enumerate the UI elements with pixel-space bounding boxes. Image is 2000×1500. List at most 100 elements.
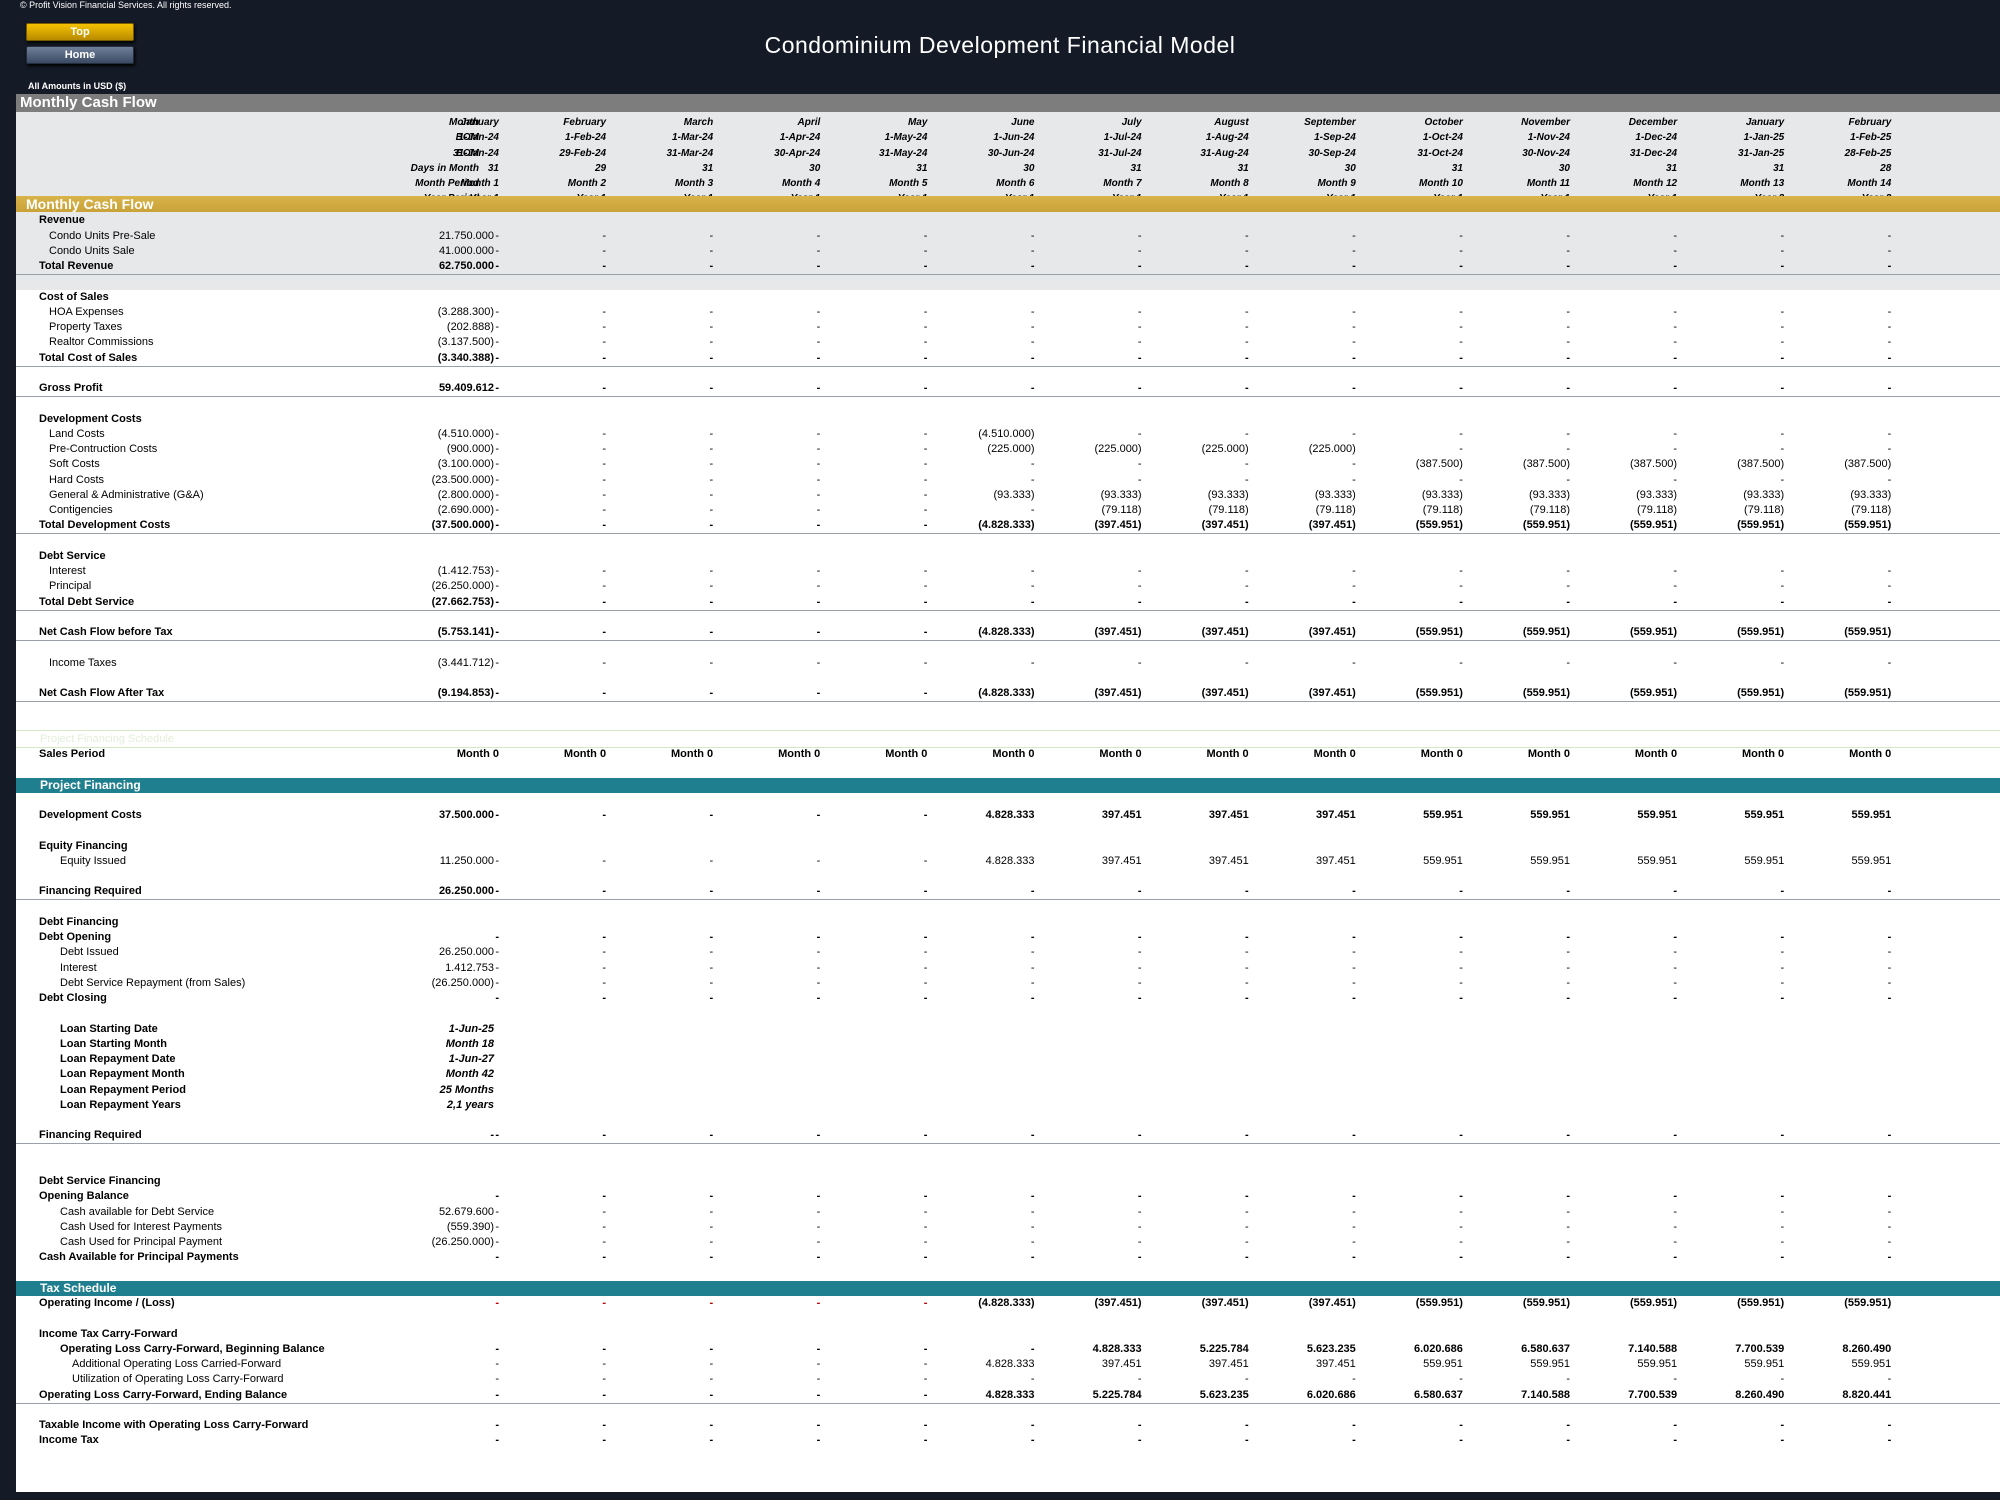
- row-total[interactable]: (27.662.753): [431, 595, 494, 608]
- row-cell[interactable]: -: [1887, 1220, 1892, 1233]
- row-cell[interactable]: (559.951): [1844, 1297, 1892, 1309]
- row-total[interactable]: (202.888): [446, 321, 494, 333]
- row-cell[interactable]: (225.000): [1094, 443, 1142, 455]
- row-cell[interactable]: 559.951: [1744, 1358, 1785, 1370]
- row-cell[interactable]: -: [709, 443, 714, 455]
- row-cell[interactable]: -: [923, 961, 928, 974]
- row-cell[interactable]: -: [1673, 1251, 1678, 1264]
- row-cell[interactable]: -: [1030, 976, 1035, 989]
- row-cell[interactable]: -: [709, 244, 714, 257]
- table-row[interactable]: Loan Starting Month Month 18: [16, 1037, 2000, 1052]
- row-cell[interactable]: -: [1887, 244, 1892, 257]
- row-cell[interactable]: (397.451): [1308, 687, 1356, 699]
- row-cell[interactable]: -: [1245, 656, 1249, 669]
- row-cell[interactable]: -: [602, 1220, 607, 1233]
- row-cell[interactable]: -: [923, 1251, 928, 1264]
- table-row[interactable]: Cash available for Debt Service 52.679.60…: [16, 1205, 2000, 1220]
- row-cell[interactable]: -: [709, 992, 714, 1004]
- row-total[interactable]: 11.250.000: [439, 854, 494, 867]
- row-cell[interactable]: (79.118): [1851, 504, 1892, 516]
- row-cell[interactable]: -: [1137, 1205, 1142, 1218]
- row-cell[interactable]: -: [816, 1205, 821, 1218]
- row-cell[interactable]: -: [923, 931, 928, 943]
- row-cell[interactable]: -: [495, 1342, 499, 1355]
- row-cell[interactable]: -: [1459, 946, 1463, 959]
- row-cell[interactable]: Month 0: [671, 748, 714, 760]
- row-cell[interactable]: -: [602, 305, 607, 318]
- row-total[interactable]: 37.500.000: [438, 809, 494, 821]
- row-cell[interactable]: -: [816, 244, 821, 257]
- row-cell[interactable]: -: [602, 961, 607, 974]
- row-cell[interactable]: -: [1887, 473, 1892, 486]
- row-cell[interactable]: -: [1352, 961, 1356, 974]
- row-cell[interactable]: -: [495, 260, 499, 272]
- row-cell[interactable]: -: [816, 656, 821, 669]
- row-cell[interactable]: 397.451: [1316, 1358, 1356, 1370]
- row-cell[interactable]: -: [1887, 1373, 1892, 1386]
- row-cell[interactable]: -: [1673, 580, 1678, 593]
- row-cell[interactable]: -: [923, 427, 928, 440]
- row-cell[interactable]: -: [1780, 656, 1785, 669]
- row-cell[interactable]: -: [816, 427, 821, 440]
- row-cell[interactable]: -: [1459, 1373, 1463, 1386]
- row-cell[interactable]: -: [1352, 1251, 1356, 1264]
- row-cell[interactable]: (559.951): [1415, 519, 1463, 532]
- table-row[interactable]: Condo Units Pre-Sale 21.750.000- - - - - - - - - -…: [16, 229, 2000, 244]
- row-cell[interactable]: -: [1352, 305, 1356, 318]
- row-cell[interactable]: -: [709, 946, 714, 959]
- row-cell[interactable]: -: [923, 458, 928, 471]
- row-cell[interactable]: (225.000): [1201, 443, 1249, 455]
- row-cell[interactable]: (93.333): [1743, 488, 1785, 501]
- row-cell[interactable]: (4.828.333): [978, 519, 1035, 532]
- row-cell[interactable]: -: [602, 946, 607, 959]
- row-cell[interactable]: -: [1673, 351, 1678, 364]
- row-cell[interactable]: -: [1030, 656, 1035, 669]
- row-cell[interactable]: -: [923, 656, 928, 669]
- row-cell[interactable]: -: [923, 336, 928, 349]
- spreadsheet[interactable]: Monthly Cash Flow Month January February Ma…: [16, 94, 2000, 1492]
- row-cell[interactable]: -: [923, 488, 928, 501]
- row-cell[interactable]: -: [1137, 229, 1142, 242]
- row-total[interactable]: 52.679.600: [438, 1205, 494, 1218]
- row-cell[interactable]: -: [709, 1388, 714, 1401]
- row-cell[interactable]: -: [1780, 1419, 1785, 1431]
- row-cell[interactable]: -: [495, 504, 499, 516]
- row-cell[interactable]: -: [1887, 1251, 1892, 1264]
- row-cell[interactable]: -: [1459, 382, 1463, 394]
- row-cell[interactable]: -: [1673, 961, 1678, 974]
- row-cell[interactable]: (397.451): [1201, 687, 1249, 699]
- row-cell[interactable]: -: [923, 687, 928, 699]
- row-cell[interactable]: 8.260.490: [1735, 1388, 1785, 1401]
- row-cell[interactable]: -: [1352, 885, 1356, 898]
- row-cell[interactable]: -: [602, 854, 607, 867]
- row-cell[interactable]: (559.951): [1737, 687, 1785, 699]
- row-cell[interactable]: -: [1245, 946, 1249, 959]
- row-cell[interactable]: (4.828.333): [978, 626, 1035, 638]
- row-cell[interactable]: -: [709, 382, 714, 394]
- row-cell[interactable]: -: [1887, 1205, 1892, 1218]
- row-cell[interactable]: -: [816, 992, 821, 1004]
- row-cell[interactable]: -: [923, 580, 928, 593]
- row-cell[interactable]: -: [1137, 580, 1142, 593]
- row-cell[interactable]: -: [709, 336, 714, 349]
- row-cell[interactable]: (559.951): [1522, 687, 1570, 699]
- row-cell[interactable]: -: [1780, 992, 1785, 1004]
- row-cell[interactable]: -: [1566, 1220, 1570, 1233]
- row-cell[interactable]: -: [1673, 443, 1678, 455]
- row-cell[interactable]: -: [816, 946, 821, 959]
- row-cell[interactable]: -: [816, 1190, 821, 1203]
- row-cell[interactable]: -: [1673, 473, 1678, 486]
- row-cell[interactable]: -: [709, 1342, 714, 1355]
- row-cell[interactable]: (79.118): [1422, 504, 1463, 516]
- row-cell[interactable]: 559.951: [1530, 1358, 1570, 1370]
- row-cell[interactable]: -: [1137, 382, 1142, 394]
- row-cell[interactable]: -: [1566, 946, 1570, 959]
- row-cell[interactable]: -: [1137, 976, 1142, 989]
- row-cell[interactable]: -: [495, 1129, 499, 1142]
- row-cell[interactable]: 559.951: [1851, 1358, 1892, 1370]
- row-cell[interactable]: -: [1030, 382, 1035, 394]
- table-row[interactable]: General & Administrative (G&A) (2.800.000…: [16, 488, 2000, 503]
- row-total[interactable]: 26.250.000: [438, 946, 494, 959]
- row-cell[interactable]: -: [1245, 458, 1249, 471]
- row-cell[interactable]: -: [1030, 458, 1035, 471]
